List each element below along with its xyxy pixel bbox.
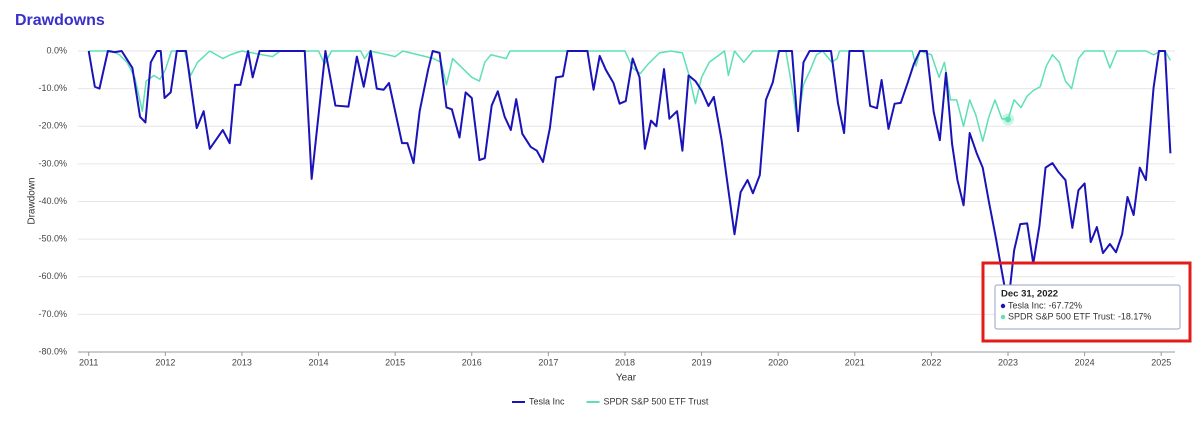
x-tick-label: 2023 xyxy=(998,357,1018,367)
highlight-box xyxy=(981,261,1192,343)
tooltip-box xyxy=(994,284,1181,330)
y-tick-label: -10.0% xyxy=(38,83,67,93)
x-axis-label: Year xyxy=(616,373,637,384)
series-line xyxy=(87,50,1172,307)
y-tick-label: -60.0% xyxy=(38,271,67,281)
x-tick-label: 2016 xyxy=(462,357,482,367)
tooltip-entry: Tesla Inc: -67.72% xyxy=(1008,300,1082,310)
x-tick-label: 2019 xyxy=(692,357,712,367)
series-line xyxy=(88,50,1172,143)
x-tick-label: 2021 xyxy=(845,357,865,367)
x-tick-label: 2020 xyxy=(768,357,788,367)
y-tick-label: -20.0% xyxy=(38,121,67,131)
x-tick-label: 2017 xyxy=(538,357,558,367)
x-tick-label: 2022 xyxy=(921,357,941,367)
x-tick-label: 2012 xyxy=(155,357,175,367)
chart-title: Drawdowns xyxy=(15,12,105,29)
x-tick-label: 2014 xyxy=(309,357,329,367)
y-tick-label: 0.0% xyxy=(46,45,67,55)
x-tick-label: 2013 xyxy=(232,357,252,367)
hover-point xyxy=(1004,116,1011,123)
x-tick-label: 2018 xyxy=(615,357,635,367)
legend-label: Tesla Inc xyxy=(529,396,565,406)
x-tick-label: 2011 xyxy=(79,357,98,367)
x-tick-label: 2025 xyxy=(1151,357,1171,367)
grid: 0.0% -10.0% -20.0% -30.0% -40.0% -50.0% -60.0%… xyxy=(38,45,1175,367)
tooltip-entry: SPDR S&P 500 ETF Trust: -18.17% xyxy=(1008,311,1151,321)
y-tick-label: -40.0% xyxy=(38,196,67,206)
y-axis-label: Drawdown xyxy=(27,177,38,224)
y-tick-label: -30.0% xyxy=(38,158,67,168)
legend-label: SPDR S&P 500 ETF Trust xyxy=(604,396,709,406)
tooltip-title: Dec 31, 2022 xyxy=(1001,289,1058,300)
y-tick-label: -80.0% xyxy=(38,346,67,356)
y-tick-label: -50.0% xyxy=(38,234,67,244)
x-tick-label: 2015 xyxy=(385,357,405,367)
tooltip-dot xyxy=(1000,303,1006,309)
y-tick-label: -70.0% xyxy=(38,309,67,319)
plot-lines xyxy=(87,50,1172,307)
x-tick-label: 2024 xyxy=(1075,357,1095,367)
tooltip-dot xyxy=(1000,314,1006,320)
legend: Tesla Inc SPDR S&P 500 ETF Trust xyxy=(512,396,709,406)
